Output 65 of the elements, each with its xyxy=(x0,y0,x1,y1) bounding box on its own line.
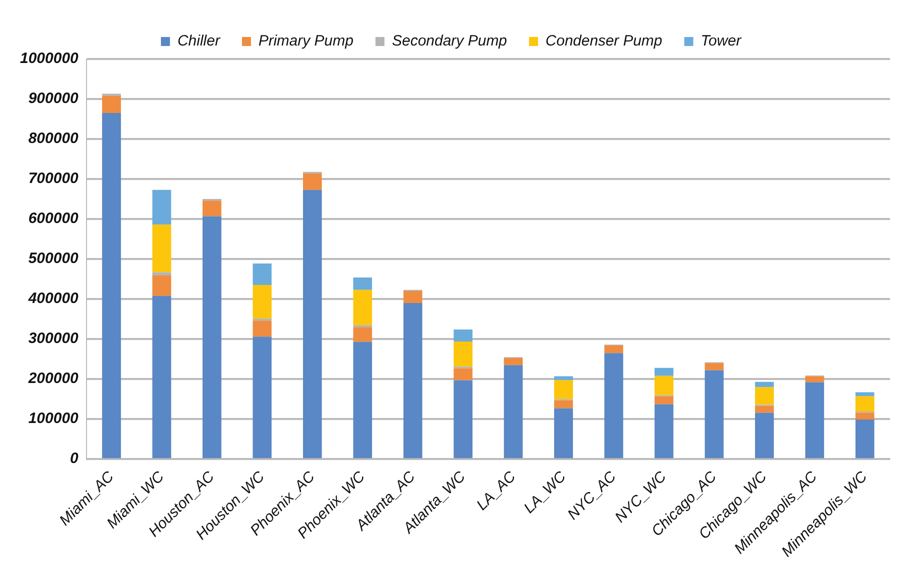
bar xyxy=(353,277,372,290)
bar xyxy=(805,382,824,458)
bar xyxy=(755,412,774,458)
y-tick-label: 300000 xyxy=(28,330,80,348)
bar xyxy=(454,329,473,342)
bar xyxy=(403,291,422,304)
bar xyxy=(202,216,222,458)
bar xyxy=(704,363,724,370)
y-tick-label: 600000 xyxy=(28,210,80,228)
bar xyxy=(152,224,172,272)
bar xyxy=(855,396,874,412)
bar xyxy=(353,290,372,326)
y-tick-label: 200000 xyxy=(27,370,80,388)
y-tick-label: 800000 xyxy=(28,130,80,148)
bar xyxy=(805,376,824,382)
bar xyxy=(353,327,372,342)
bar xyxy=(755,406,774,413)
bar xyxy=(504,365,523,458)
legend-label: Condenser Pump xyxy=(546,32,662,50)
bar xyxy=(252,336,272,458)
y-tick-label: 1000000 xyxy=(20,50,80,68)
bar xyxy=(454,341,473,367)
bar xyxy=(454,380,473,458)
bar xyxy=(604,353,624,458)
bar xyxy=(855,419,874,458)
bar xyxy=(855,392,874,396)
bar xyxy=(654,368,674,376)
bar xyxy=(554,400,573,408)
bar xyxy=(252,285,272,319)
bar xyxy=(504,358,523,366)
bar xyxy=(755,387,774,405)
bar xyxy=(554,380,573,400)
y-tick-label: 400000 xyxy=(27,290,80,308)
bar xyxy=(302,173,322,190)
bar xyxy=(152,296,172,458)
bar xyxy=(704,370,724,458)
bar xyxy=(252,320,272,337)
y-tick-label: 100000 xyxy=(28,410,80,428)
bar xyxy=(252,263,272,286)
y-tick-label: 900000 xyxy=(28,90,80,108)
bar xyxy=(654,376,674,396)
y-tick-label: 700000 xyxy=(28,170,80,188)
legend-label: Tower xyxy=(700,32,742,50)
bar xyxy=(102,113,121,458)
bar xyxy=(152,275,172,296)
bar xyxy=(302,190,322,458)
bar xyxy=(855,412,874,420)
bar xyxy=(152,272,172,276)
bar xyxy=(554,408,573,458)
bar xyxy=(604,345,624,354)
bar xyxy=(654,404,674,458)
bar xyxy=(102,96,121,114)
y-tick-label: 0 xyxy=(70,450,80,468)
legend-label: Secondary Pump xyxy=(392,32,508,50)
bar xyxy=(353,342,372,458)
bar xyxy=(755,382,774,388)
legend-label: Primary Pump xyxy=(258,32,354,50)
bar xyxy=(454,368,473,380)
bar xyxy=(554,376,573,380)
bar xyxy=(202,200,222,216)
y-tick-label: 500000 xyxy=(28,250,80,268)
bar xyxy=(403,303,422,458)
bar xyxy=(654,396,674,404)
bar xyxy=(152,190,172,225)
legend-label: Chiller xyxy=(177,32,221,50)
